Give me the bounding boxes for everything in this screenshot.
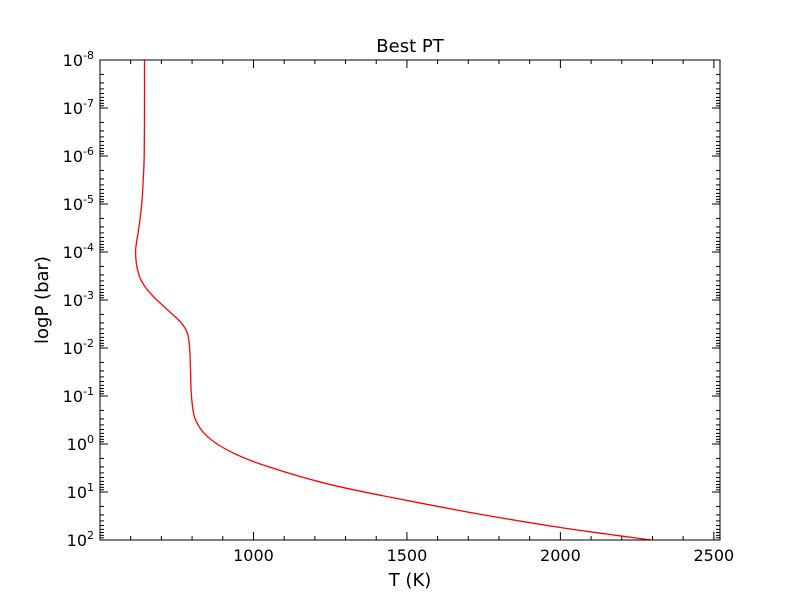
y-tick-base: 10 (63, 291, 83, 310)
y-tick-exponent: -3 (83, 289, 94, 302)
y-tick-label: 10-2 (63, 337, 94, 358)
y-tick-base: 10 (63, 99, 83, 118)
chart-title: Best PT (376, 36, 444, 57)
y-tick-label: 100 (67, 433, 94, 454)
y-tick-exponent: -7 (83, 97, 94, 110)
y-tick-base: 10 (63, 339, 83, 358)
y-axis-label: logP (bar) (32, 256, 53, 344)
y-tick-exponent: 1 (87, 481, 94, 494)
y-tick-exponent: -4 (83, 241, 94, 254)
y-tick-base: 10 (63, 195, 83, 214)
plot-frame (99, 59, 721, 541)
y-tick-exponent: -5 (83, 193, 94, 206)
x-axis-label: T (K) (388, 570, 432, 591)
y-tick-label: 10-3 (63, 289, 94, 310)
y-tick-label: 10-7 (63, 97, 94, 118)
y-tick-exponent: 2 (87, 529, 94, 542)
y-tick-base: 10 (63, 51, 83, 70)
x-tick-label: 2000 (540, 546, 581, 565)
y-tick-exponent: -6 (83, 145, 94, 158)
y-tick-base: 10 (63, 243, 83, 262)
x-tick-label: 1000 (233, 546, 274, 565)
y-tick-label: 10-6 (63, 145, 94, 166)
y-tick-exponent: 0 (87, 433, 94, 446)
ticks-layer: 1000 1500 2000 250010-810-710-610-510-410-3… (63, 49, 735, 565)
y-tick-exponent: -2 (83, 337, 94, 350)
y-tick-label: 10-4 (63, 241, 94, 262)
y-tick-base: 10 (63, 147, 83, 166)
x-tick-label: 2500 (694, 546, 735, 565)
y-tick-label: 10-5 (63, 193, 94, 214)
y-tick-exponent: -1 (83, 385, 94, 398)
y-tick-base: 10 (67, 531, 87, 550)
y-tick-label: 101 (67, 481, 94, 502)
pt-curve-line (134, 59, 652, 541)
x-tick-label: 1500 (387, 546, 428, 565)
y-tick-label: 10-8 (63, 49, 94, 70)
y-tick-label: 10-1 (63, 385, 94, 406)
y-tick-base: 10 (67, 483, 87, 502)
y-tick-label: 102 (67, 529, 94, 550)
y-tick-exponent: -8 (83, 49, 94, 62)
y-tick-base: 10 (63, 387, 83, 406)
y-tick-base: 10 (67, 435, 87, 454)
